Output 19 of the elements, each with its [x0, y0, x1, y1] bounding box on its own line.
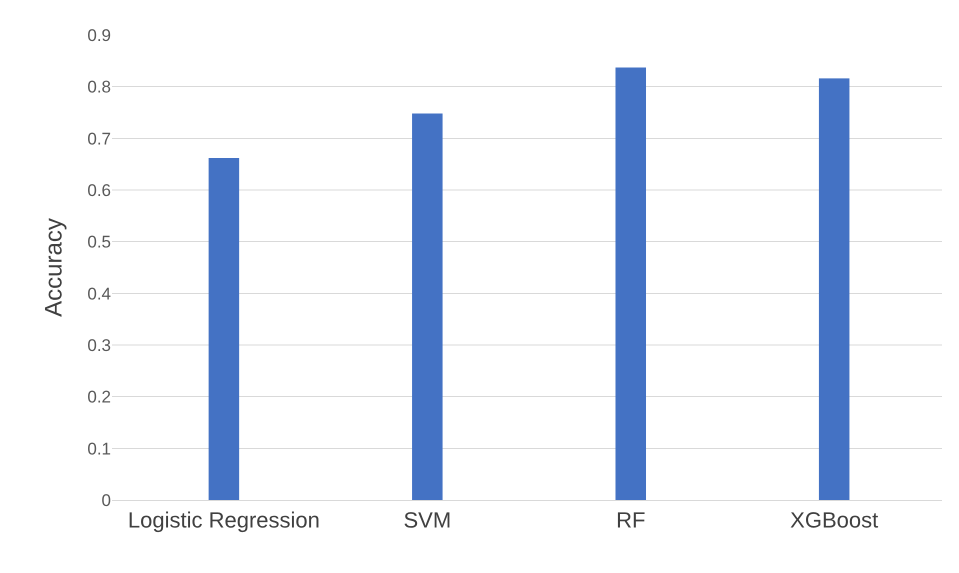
y-axis-title: Accuracy — [40, 218, 68, 317]
y-tick-label: 0.5 — [87, 232, 111, 252]
x-tick-label: SVM — [403, 507, 452, 532]
y-tick-label: 0.9 — [87, 26, 111, 45]
bar — [208, 158, 240, 500]
bar — [615, 68, 646, 500]
bar — [818, 78, 850, 500]
y-tick-label: 0.1 — [87, 439, 111, 458]
y-tick-label: 0.3 — [87, 336, 111, 355]
bar — [412, 114, 443, 500]
x-tick-label: Logistic Regression — [128, 507, 320, 532]
y-tick-label: 0 — [102, 490, 111, 510]
y-tick-label: 0.2 — [87, 388, 111, 407]
y-tick-label: 0.4 — [87, 284, 111, 304]
x-tick-label: RF — [616, 507, 646, 532]
y-tick-label: 0.7 — [87, 129, 111, 148]
x-tick-label: XGBoost — [790, 507, 878, 532]
y-tick-label: 0.6 — [87, 180, 111, 200]
y-tick-label: 0.8 — [87, 78, 111, 97]
